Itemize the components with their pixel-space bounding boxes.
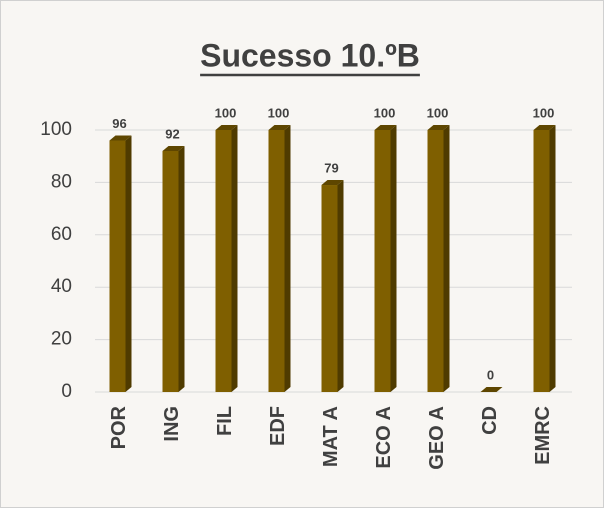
x-tick-label: MAT A [320, 406, 342, 467]
bar-top [109, 135, 132, 141]
y-tick-label: 40 [51, 276, 72, 297]
bar-top [162, 145, 185, 151]
x-tick-label: GEO A [426, 406, 448, 470]
bar-top [533, 125, 556, 130]
data-label: 100 [533, 105, 555, 120]
x-tick-label: EDF [267, 406, 289, 446]
bar [480, 387, 503, 392]
bar [109, 135, 132, 393]
bar-side [178, 145, 185, 392]
bar-top [374, 125, 397, 130]
bar [427, 125, 450, 392]
bar-top [321, 180, 344, 186]
bar-side [549, 125, 556, 392]
data-label: 100 [215, 105, 237, 120]
bar [268, 125, 291, 392]
x-tick-label: FIL [214, 406, 236, 436]
bar-front [374, 130, 391, 392]
x-tick-label: CD [479, 406, 501, 435]
bar-front [321, 185, 338, 392]
y-tick-label: 0 [61, 381, 72, 402]
bar-top [268, 125, 291, 130]
bar [321, 180, 344, 392]
data-label: 79 [324, 160, 338, 175]
bar-side [337, 180, 344, 392]
bar-front [215, 130, 232, 392]
bar-side [231, 125, 238, 392]
x-tick-label: ECO A [373, 406, 395, 469]
bar-front [533, 130, 550, 392]
x-tick-label: ING [161, 406, 183, 442]
x-tick-label: POR [108, 405, 130, 449]
chart-title: Sucesso 10.ºB [200, 37, 420, 73]
bar-front [162, 150, 179, 392]
data-label: 92 [165, 126, 179, 141]
x-tick-label: EMRC [532, 406, 554, 465]
y-tick-label: 60 [51, 224, 72, 245]
bar-top [480, 387, 503, 392]
data-label: 100 [268, 105, 290, 120]
data-label: 96 [112, 116, 126, 131]
bar [533, 125, 556, 392]
bar-front [109, 140, 126, 392]
data-label: 0 [487, 367, 494, 382]
bar-top [427, 125, 450, 130]
bar-side [443, 125, 450, 392]
bar-front [268, 130, 285, 392]
data-label: 100 [374, 105, 396, 120]
bar [215, 125, 238, 392]
bar-top [215, 125, 238, 130]
bar-side [125, 135, 132, 393]
y-tick-label: 100 [40, 119, 72, 140]
bar-side [390, 125, 397, 392]
data-label: 100 [427, 105, 449, 120]
bar-side [284, 125, 291, 392]
bar [374, 125, 397, 392]
bar [162, 145, 185, 392]
bar-front [427, 130, 444, 392]
y-tick-label: 20 [51, 329, 72, 350]
y-tick-label: 80 [51, 171, 72, 192]
